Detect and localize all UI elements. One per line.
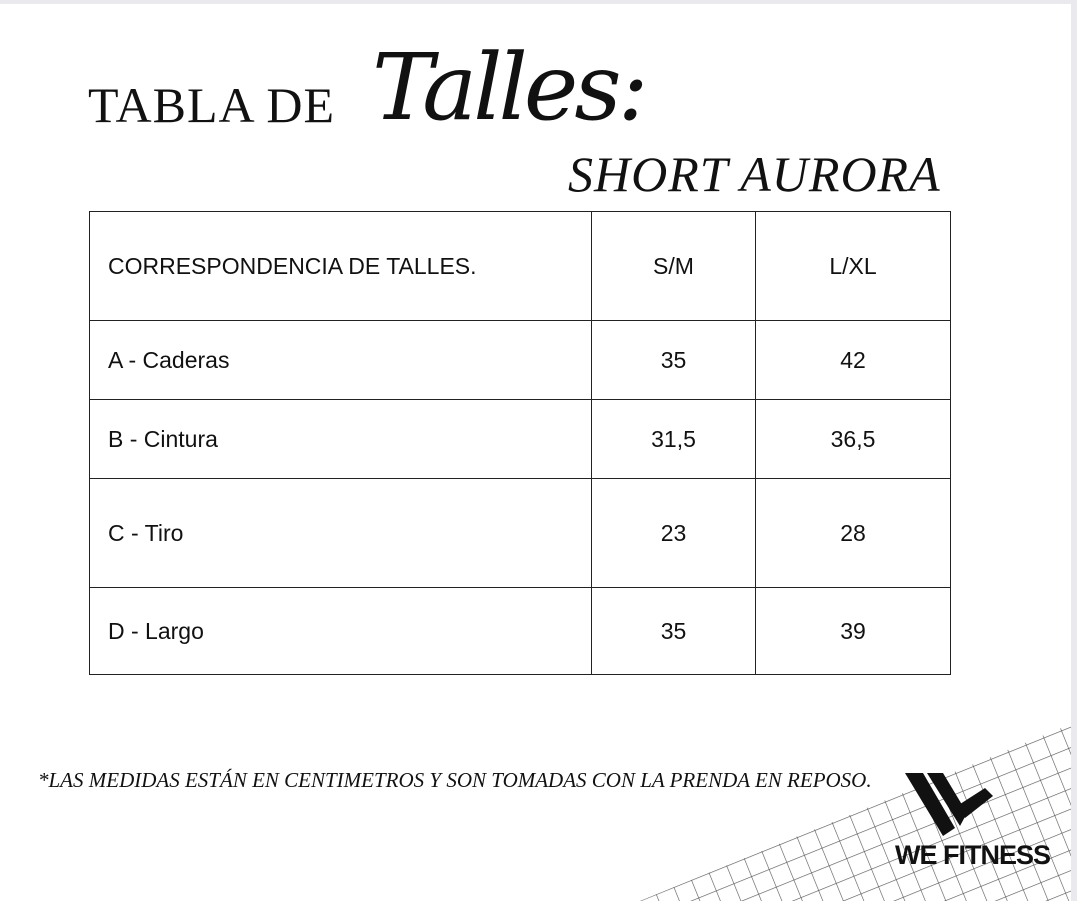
cell-value: 35 <box>591 587 756 675</box>
we-logo-icon <box>905 773 993 836</box>
title-script: Talles: <box>372 34 649 141</box>
cell-value: 36,5 <box>755 399 951 479</box>
cell-value: 28 <box>755 478 951 588</box>
table-header-row: CORRESPONDENCIA DE TALLES. S/M L/XL <box>89 211 951 321</box>
header-cell: CORRESPONDENCIA DE TALLES. <box>89 211 592 321</box>
cell-value: 31,5 <box>591 399 756 479</box>
table-row: C - Tiro 23 28 <box>89 478 951 588</box>
size-table: CORRESPONDENCIA DE TALLES. S/M L/XL A - … <box>89 211 951 675</box>
brand-name: WE FITNESS <box>895 840 1051 870</box>
table-row: D - Largo 35 39 <box>89 587 951 675</box>
cell-value: 35 <box>591 320 756 400</box>
footnote: *LAS MEDIDAS ESTÁN EN CENTIMETROS Y SON … <box>38 768 872 792</box>
row-label: D - Largo <box>89 587 592 675</box>
table-row: A - Caderas 35 42 <box>89 320 951 400</box>
product-name: SHORT AURORA <box>568 146 941 202</box>
table-row: B - Cintura 31,5 36,5 <box>89 399 951 479</box>
cell-value: 42 <box>755 320 951 400</box>
cell-value: 23 <box>591 478 756 588</box>
size-chart-page: TABLA DE Talles: SHORT AURORA CORRESPOND… <box>0 4 1071 901</box>
row-label: A - Caderas <box>89 320 592 400</box>
header-cell: S/M <box>591 211 756 321</box>
grid-area <box>640 724 1071 901</box>
grid-pattern-decoration <box>640 724 1071 901</box>
row-label: B - Cintura <box>89 399 592 479</box>
title-prefix: TABLA DE <box>88 77 336 133</box>
row-label: C - Tiro <box>89 478 592 588</box>
cell-value: 39 <box>755 587 951 675</box>
header-cell: L/XL <box>755 211 951 321</box>
